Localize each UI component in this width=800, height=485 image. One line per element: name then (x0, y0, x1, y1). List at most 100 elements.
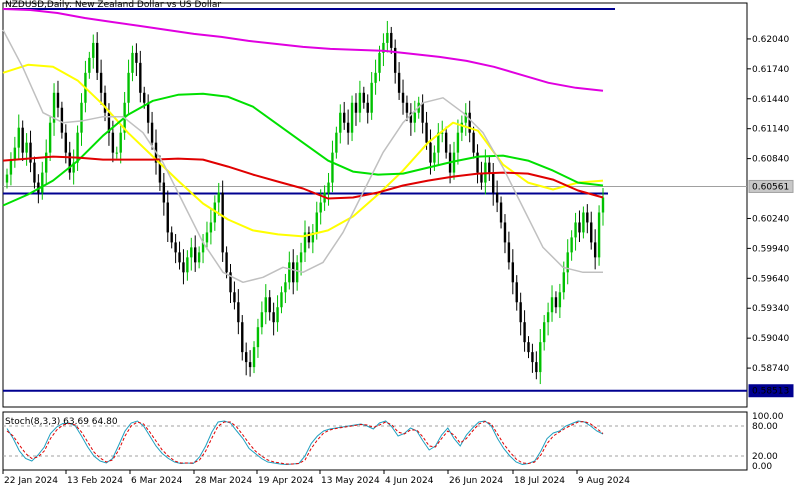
candle-body (256, 327, 260, 348)
stoch-tick-label: 100.00 (752, 412, 784, 422)
candle-body (444, 132, 448, 153)
candle-body (229, 272, 232, 293)
candle-body (80, 102, 83, 133)
candle-body (244, 352, 248, 363)
x-tick-label: 6 Mar 2024 (131, 476, 183, 485)
candle-body (197, 252, 201, 263)
candle-body (554, 297, 558, 308)
candle-body (386, 32, 389, 43)
candle-body (327, 182, 330, 193)
candle-body (190, 247, 193, 258)
candle-body (205, 232, 209, 243)
stoch-title: Stoch(8,3,3) 63.69 64.80 (5, 417, 118, 427)
y-tick-label: 0.60840 (752, 155, 789, 165)
candle-body (441, 132, 444, 134)
candle-body (480, 172, 483, 183)
candle-body (499, 202, 503, 223)
candle-body (162, 182, 166, 203)
candle-body (56, 92, 60, 108)
candle-body (586, 212, 589, 223)
candle-body (523, 322, 526, 343)
candle-body (519, 302, 522, 323)
candle-body (111, 132, 115, 153)
candle-body (264, 297, 267, 313)
candle-body (390, 32, 393, 48)
price-label-support: 0.58513 (752, 387, 789, 397)
stoch-series-main (6, 420, 604, 466)
candle-body (492, 172, 495, 193)
candle-body (292, 262, 295, 283)
candle-body (350, 102, 354, 133)
candle-body (401, 92, 405, 103)
candle-body (393, 47, 397, 73)
candle-body (131, 52, 134, 73)
candle-body (178, 252, 181, 263)
candle-body (425, 122, 428, 143)
candle-body (460, 122, 464, 133)
candle-body (590, 222, 593, 243)
candle-body (260, 312, 264, 328)
candle-body (464, 112, 467, 123)
candle-body (92, 42, 95, 58)
candle-body (601, 197, 605, 213)
candle-body (209, 222, 213, 233)
candle-body (299, 252, 303, 263)
candle-body (135, 52, 138, 63)
candle-body (378, 52, 381, 73)
candle-body (531, 352, 534, 363)
candle-body (382, 42, 385, 53)
y-tick-label: 0.59040 (752, 334, 789, 344)
candle-body (225, 252, 228, 273)
candle-body (182, 262, 185, 273)
candle-body (217, 192, 220, 203)
candle-body (295, 262, 299, 283)
candle-body (64, 132, 68, 153)
candle-body (354, 102, 358, 113)
candle-body (413, 112, 416, 123)
x-tick-label: 18 Jul 2024 (514, 476, 565, 485)
candle-body (127, 72, 130, 103)
candle-body (146, 102, 150, 123)
stoch-tick-label: 20.00 (752, 452, 778, 462)
candle-body (119, 132, 122, 153)
y-tick-label: 0.59640 (752, 274, 789, 284)
candle-body (280, 292, 283, 308)
symbol-title: NZDUSD,Daily: New Zealand Dollar vs US D… (5, 0, 221, 10)
x-tick-label: 9 Aug 2024 (578, 476, 630, 485)
price-label-box-support (748, 384, 794, 398)
main-plot-area (2, 7, 747, 392)
y-tick-label: 0.61740 (752, 65, 789, 75)
candle-body (535, 362, 538, 373)
candle-body (452, 152, 456, 173)
candle-body (421, 102, 424, 123)
candle-body (233, 292, 236, 303)
candle-body (319, 202, 322, 213)
candle-body (331, 152, 334, 183)
candle-body (99, 72, 103, 93)
candle-body (335, 132, 338, 153)
candle-body (409, 112, 413, 123)
candle-body (150, 122, 154, 143)
y-tick-label: 0.58740 (752, 364, 789, 374)
candle-body (9, 160, 13, 175)
candle-body (45, 152, 48, 173)
price-label-current: 0.60561 (752, 182, 789, 192)
candle-body (276, 307, 279, 323)
candle-body (566, 252, 569, 273)
candle-body (542, 322, 546, 343)
candle-body (315, 212, 318, 233)
candle-body (429, 142, 432, 163)
candle-body (558, 292, 562, 308)
y-tick-label: 0.60240 (752, 214, 789, 224)
candle-body (248, 362, 252, 368)
candle-body (174, 242, 177, 253)
candle-body (550, 297, 554, 313)
candle-body (13, 147, 17, 161)
candle-body (241, 322, 244, 353)
candle-body (5, 174, 9, 183)
candle-body (476, 152, 479, 173)
candle-body (186, 257, 189, 273)
axes: 0.62040 0.61740 0.61440 0.61140 0.60840 0.602… (2, 35, 794, 485)
candle-body (346, 122, 350, 133)
